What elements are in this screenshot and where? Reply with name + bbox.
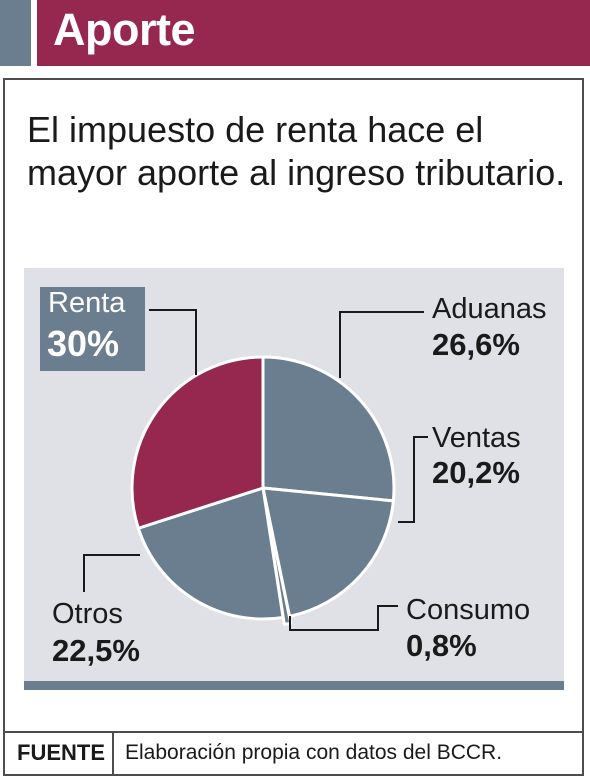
slice-value-ventas: 20,2% [432, 455, 520, 490]
leader-line-consumo [289, 605, 398, 631]
content-frame [3, 78, 584, 776]
pie-slice-otros [136, 486, 285, 621]
leader-line-aduanas [339, 311, 424, 378]
footer-divider [3, 731, 584, 733]
pie-slice-aduanas [261, 355, 396, 503]
slice-label-ventas: Ventas [432, 422, 521, 454]
slice-label-aduanas: Aduanas [432, 293, 547, 325]
pie-slices [130, 355, 396, 626]
slice-value-renta: 30% [47, 323, 120, 364]
leader-lines [83, 309, 428, 631]
leader-line-otros [83, 554, 140, 592]
slice-label-renta: Renta [48, 287, 126, 319]
slice-value-otros: 22,5% [52, 633, 140, 668]
slice-value-consumo: 0,8% [406, 628, 477, 663]
page-title: Aporte [53, 4, 196, 55]
source-text: Elaboración propia con datos del BCCR. [125, 741, 503, 764]
source-label: FUENTE [17, 740, 105, 765]
slice-label-consumo: Consumo [406, 594, 530, 626]
slice-label-otros: Otros [52, 598, 123, 630]
pie-slice-ventas [261, 486, 395, 618]
header-bar: Aporte [0, 0, 590, 66]
footer-separator [112, 733, 114, 776]
chart-subtitle: El impuesto de renta hace el mayor aport… [27, 109, 566, 193]
slice-value-aduanas: 26,6% [432, 327, 520, 362]
header-band [37, 0, 590, 66]
renta-label-box [40, 287, 145, 371]
pie-slice-renta [130, 355, 265, 530]
leader-line-ventas [398, 436, 428, 523]
header-accent-block [0, 0, 31, 66]
leader-line-renta [149, 309, 197, 375]
chart-base-bar [24, 681, 564, 690]
